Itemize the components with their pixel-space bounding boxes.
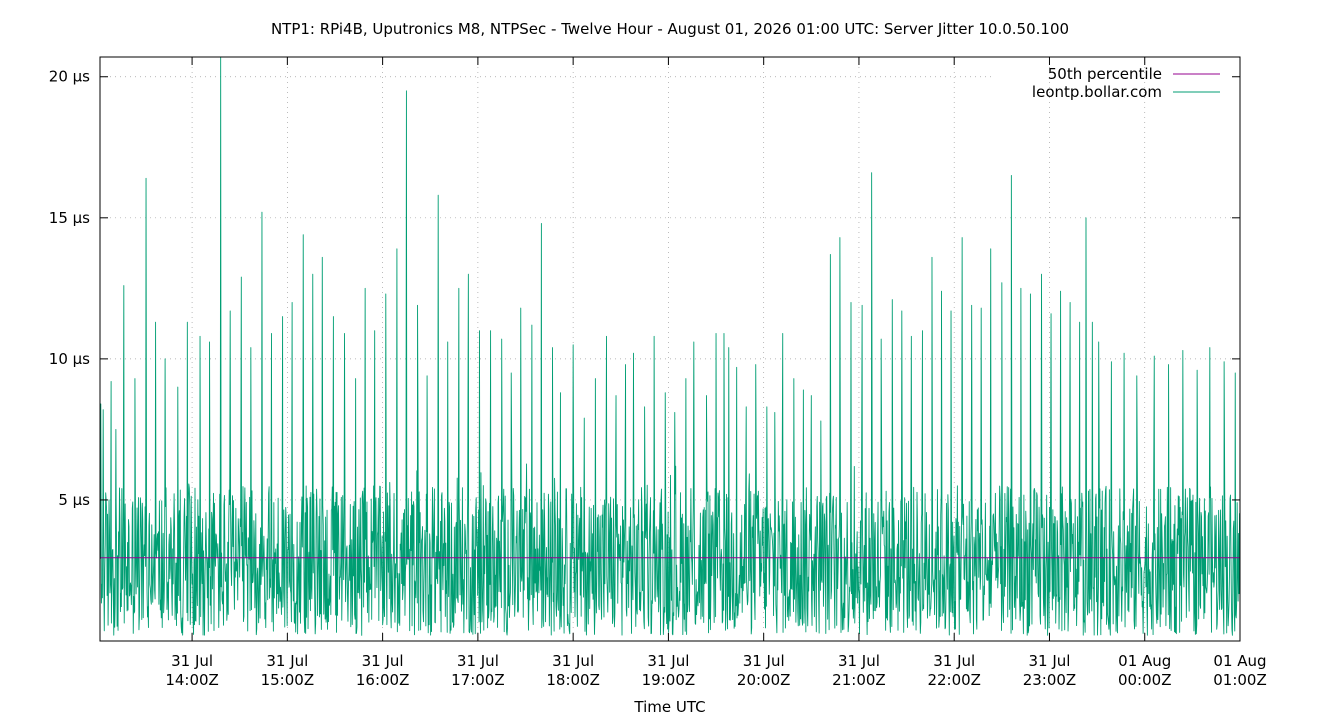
- x-axis-label: Time UTC: [633, 698, 705, 716]
- x-tick-label-time: 21:00Z: [832, 671, 886, 689]
- x-tick-label-time: 18:00Z: [546, 671, 600, 689]
- x-tick-label-date: 31 Jul: [266, 652, 308, 670]
- legend-label-percentile: 50th percentile: [1048, 65, 1162, 83]
- chart-title: NTP1: RPi4B, Uputronics M8, NTPSec - Twe…: [271, 20, 1069, 38]
- y-axis: 5 µs 10 µs 15 µs 20 µs: [49, 68, 1240, 509]
- x-tick-label-time: 22:00Z: [927, 671, 981, 689]
- x-tick-label-time: 14:00Z: [165, 671, 219, 689]
- x-tick-label-time: 01:00Z: [1213, 671, 1267, 689]
- y-tick-label: 20 µs: [49, 68, 90, 86]
- y-tick-label: 5 µs: [58, 491, 90, 509]
- plot-frame: [99, 56, 1241, 642]
- y-tick-label: 10 µs: [49, 350, 90, 368]
- x-tick-label-time: 16:00Z: [356, 671, 410, 689]
- x-tick-label-time: 19:00Z: [642, 671, 696, 689]
- x-tick-label-date: 31 Jul: [933, 652, 975, 670]
- x-tick-label-date: 31 Jul: [743, 652, 785, 670]
- x-tick-label-date: 01 Aug: [1213, 652, 1266, 670]
- x-tick-label-date: 01 Aug: [1118, 652, 1171, 670]
- x-tick-label-date: 31 Jul: [552, 652, 594, 670]
- series-line-server: [99, 56, 1241, 636]
- x-tick-label-date: 31 Jul: [838, 652, 880, 670]
- x-tick-label-time: 20:00Z: [737, 671, 791, 689]
- y-tick-label: 15 µs: [49, 209, 90, 227]
- x-tick-label-time: 17:00Z: [451, 671, 505, 689]
- x-tick-label-time: 23:00Z: [1023, 671, 1077, 689]
- x-tick-label-date: 31 Jul: [457, 652, 499, 670]
- series-layer: [99, 56, 1241, 636]
- x-tick-label-time: 15:00Z: [261, 671, 315, 689]
- legend-label-server: leontp.bollar.com: [1032, 83, 1162, 101]
- x-tick-label-date: 31 Jul: [171, 652, 213, 670]
- x-tick-label-date: 31 Jul: [647, 652, 689, 670]
- x-tick-label-time: 00:00Z: [1118, 671, 1172, 689]
- x-tick-label-date: 31 Jul: [1028, 652, 1070, 670]
- legend: 50th percentile leontp.bollar.com: [1032, 65, 1220, 101]
- x-tick-label-date: 31 Jul: [362, 652, 404, 670]
